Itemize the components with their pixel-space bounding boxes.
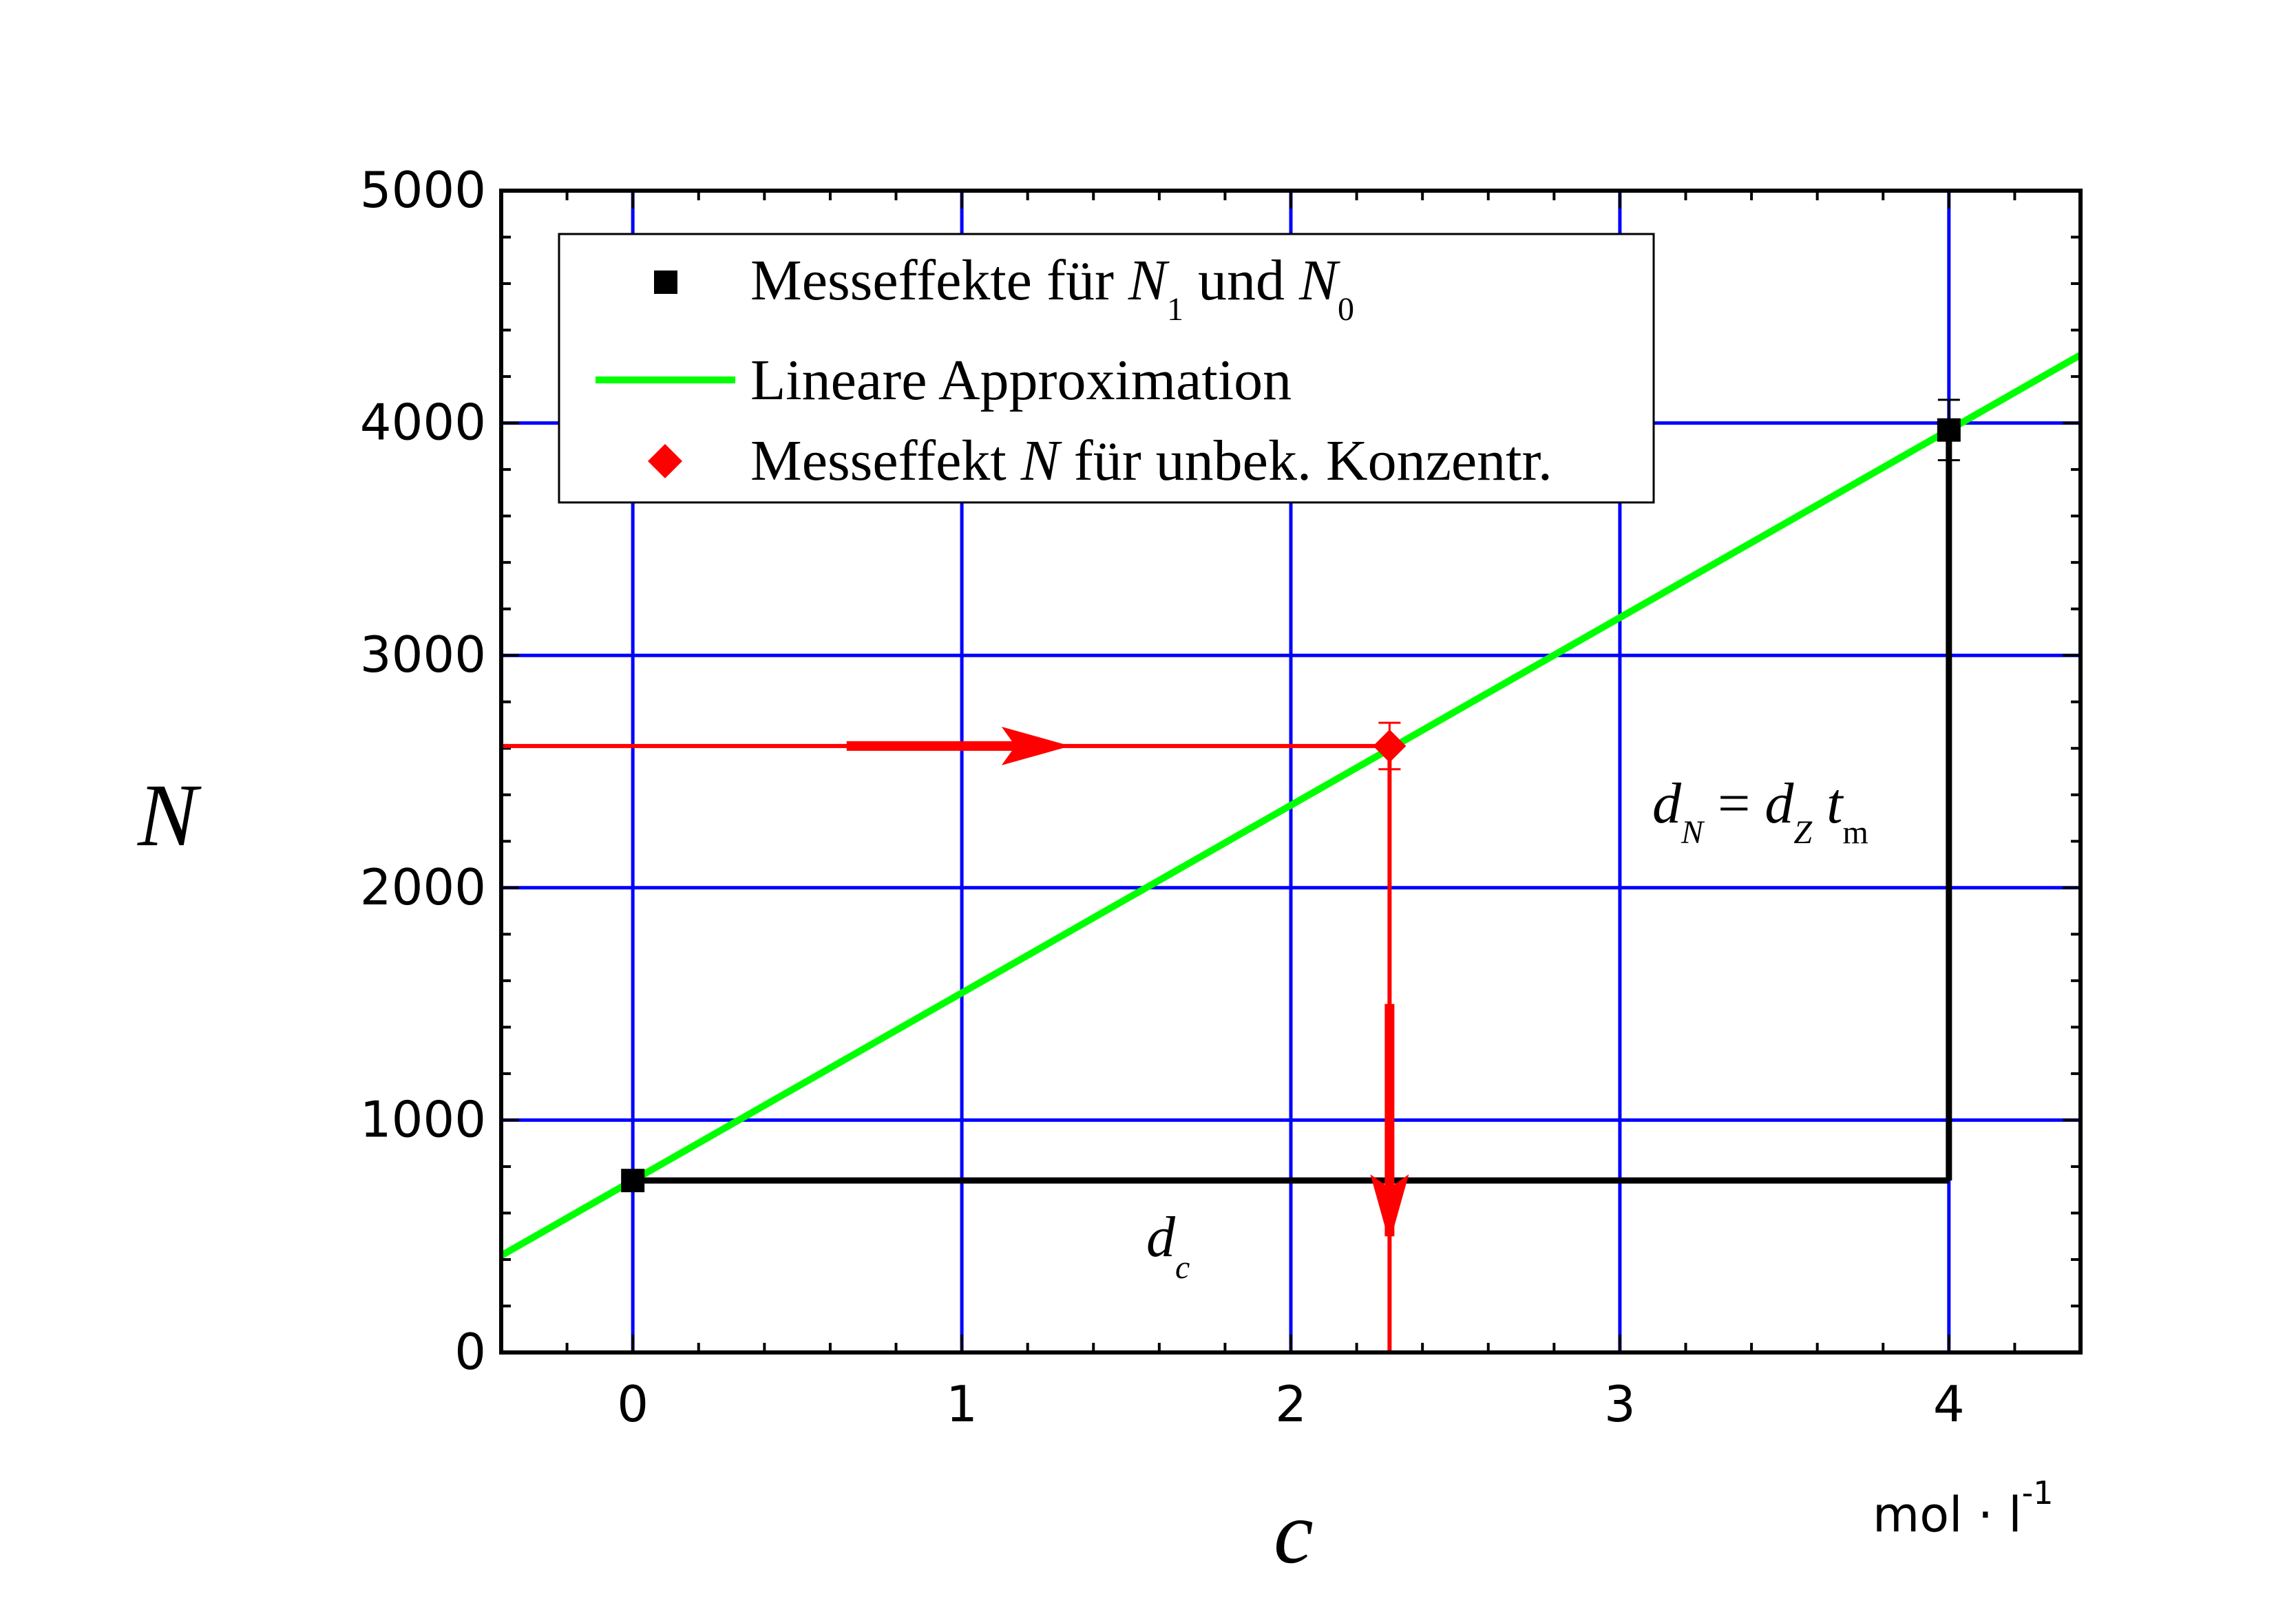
linear-fit-line (499, 352, 2083, 1259)
dc-annotation: dc (1146, 1205, 1190, 1286)
y-tick-label: 1000 (360, 1090, 486, 1148)
legend-marker-square (654, 270, 677, 294)
plot-series (499, 352, 2083, 1352)
data-point-square (621, 1169, 645, 1193)
x-axis-label: c (1274, 1483, 1314, 1582)
legend-marker-diamond (648, 444, 682, 478)
legend-entry-measurements: Messeffekte für N1 und N0 (750, 248, 1354, 328)
data-point-diamond (1373, 729, 1407, 763)
red-arrow-right-head (1001, 726, 1071, 765)
x-tick-label: 2 (1275, 1375, 1307, 1433)
legend-box (558, 233, 1655, 504)
y-axis-label: N (137, 766, 202, 865)
dN-annotation: dN = dZ tm (1652, 772, 1868, 851)
y-tick-label: 3000 (360, 626, 486, 683)
x-axis-unit: mol · l-1 (1873, 1474, 2054, 1543)
y-tick-label: 0 (454, 1323, 486, 1381)
y-tick-label: 2000 (360, 858, 486, 916)
x-tick-label: 0 (617, 1375, 649, 1433)
x-tick-label: 1 (946, 1375, 978, 1433)
data-point-square (1937, 418, 1961, 442)
x-axis-unit-exponent: -1 (2022, 1474, 2054, 1511)
legend-entry-fit: Lineare Approximation (750, 348, 1292, 412)
tick-labels: 0 1 2 3 4 0 1000 2000 3000 4000 5000 (360, 161, 1965, 1433)
x-tick-label: 3 (1604, 1375, 1636, 1433)
plot-frame (499, 189, 2083, 1355)
y-tick-label: 5000 (360, 161, 486, 219)
legend-entry-unknown: Messeffekt N für unbek. Konzentr. (750, 429, 1552, 493)
x-tick-label: 4 (1933, 1375, 1965, 1433)
red-arrow-down-head (1370, 1174, 1409, 1244)
y-tick-label: 4000 (360, 394, 486, 452)
legend: Messeffekte für N1 und N0 Lineare Approx… (558, 233, 1655, 504)
